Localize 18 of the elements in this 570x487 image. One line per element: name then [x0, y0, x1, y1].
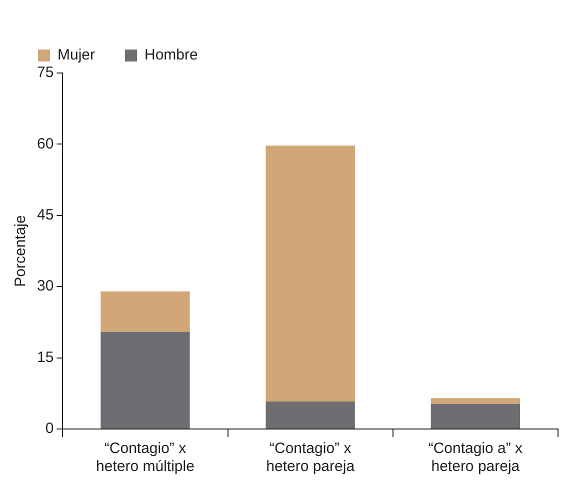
- y-tick-label: 0: [45, 420, 54, 438]
- y-tick-label: 60: [36, 135, 54, 152]
- bar: [100, 332, 190, 428]
- y-tick-label: 30: [36, 278, 54, 295]
- bar: [266, 401, 355, 428]
- y-tick-label: 15: [36, 348, 54, 366]
- bar: [430, 404, 520, 428]
- bar: [266, 146, 355, 402]
- y-axis-title: Porcentaje: [12, 215, 30, 287]
- legend-label: Mujer: [58, 46, 96, 64]
- x-tick-label: “Contagio a” x hetero pareja: [428, 440, 524, 476]
- bar: [100, 291, 190, 332]
- bar: [430, 398, 520, 404]
- legend-label: Hombre: [144, 46, 198, 64]
- x-tick-label: “Contagio” x hetero pareja: [266, 440, 356, 476]
- y-tick-label: 75: [36, 64, 54, 82]
- y-tick-label: 45: [36, 206, 54, 224]
- x-tick-label: “Contagio” x hetero múltiple: [96, 440, 194, 476]
